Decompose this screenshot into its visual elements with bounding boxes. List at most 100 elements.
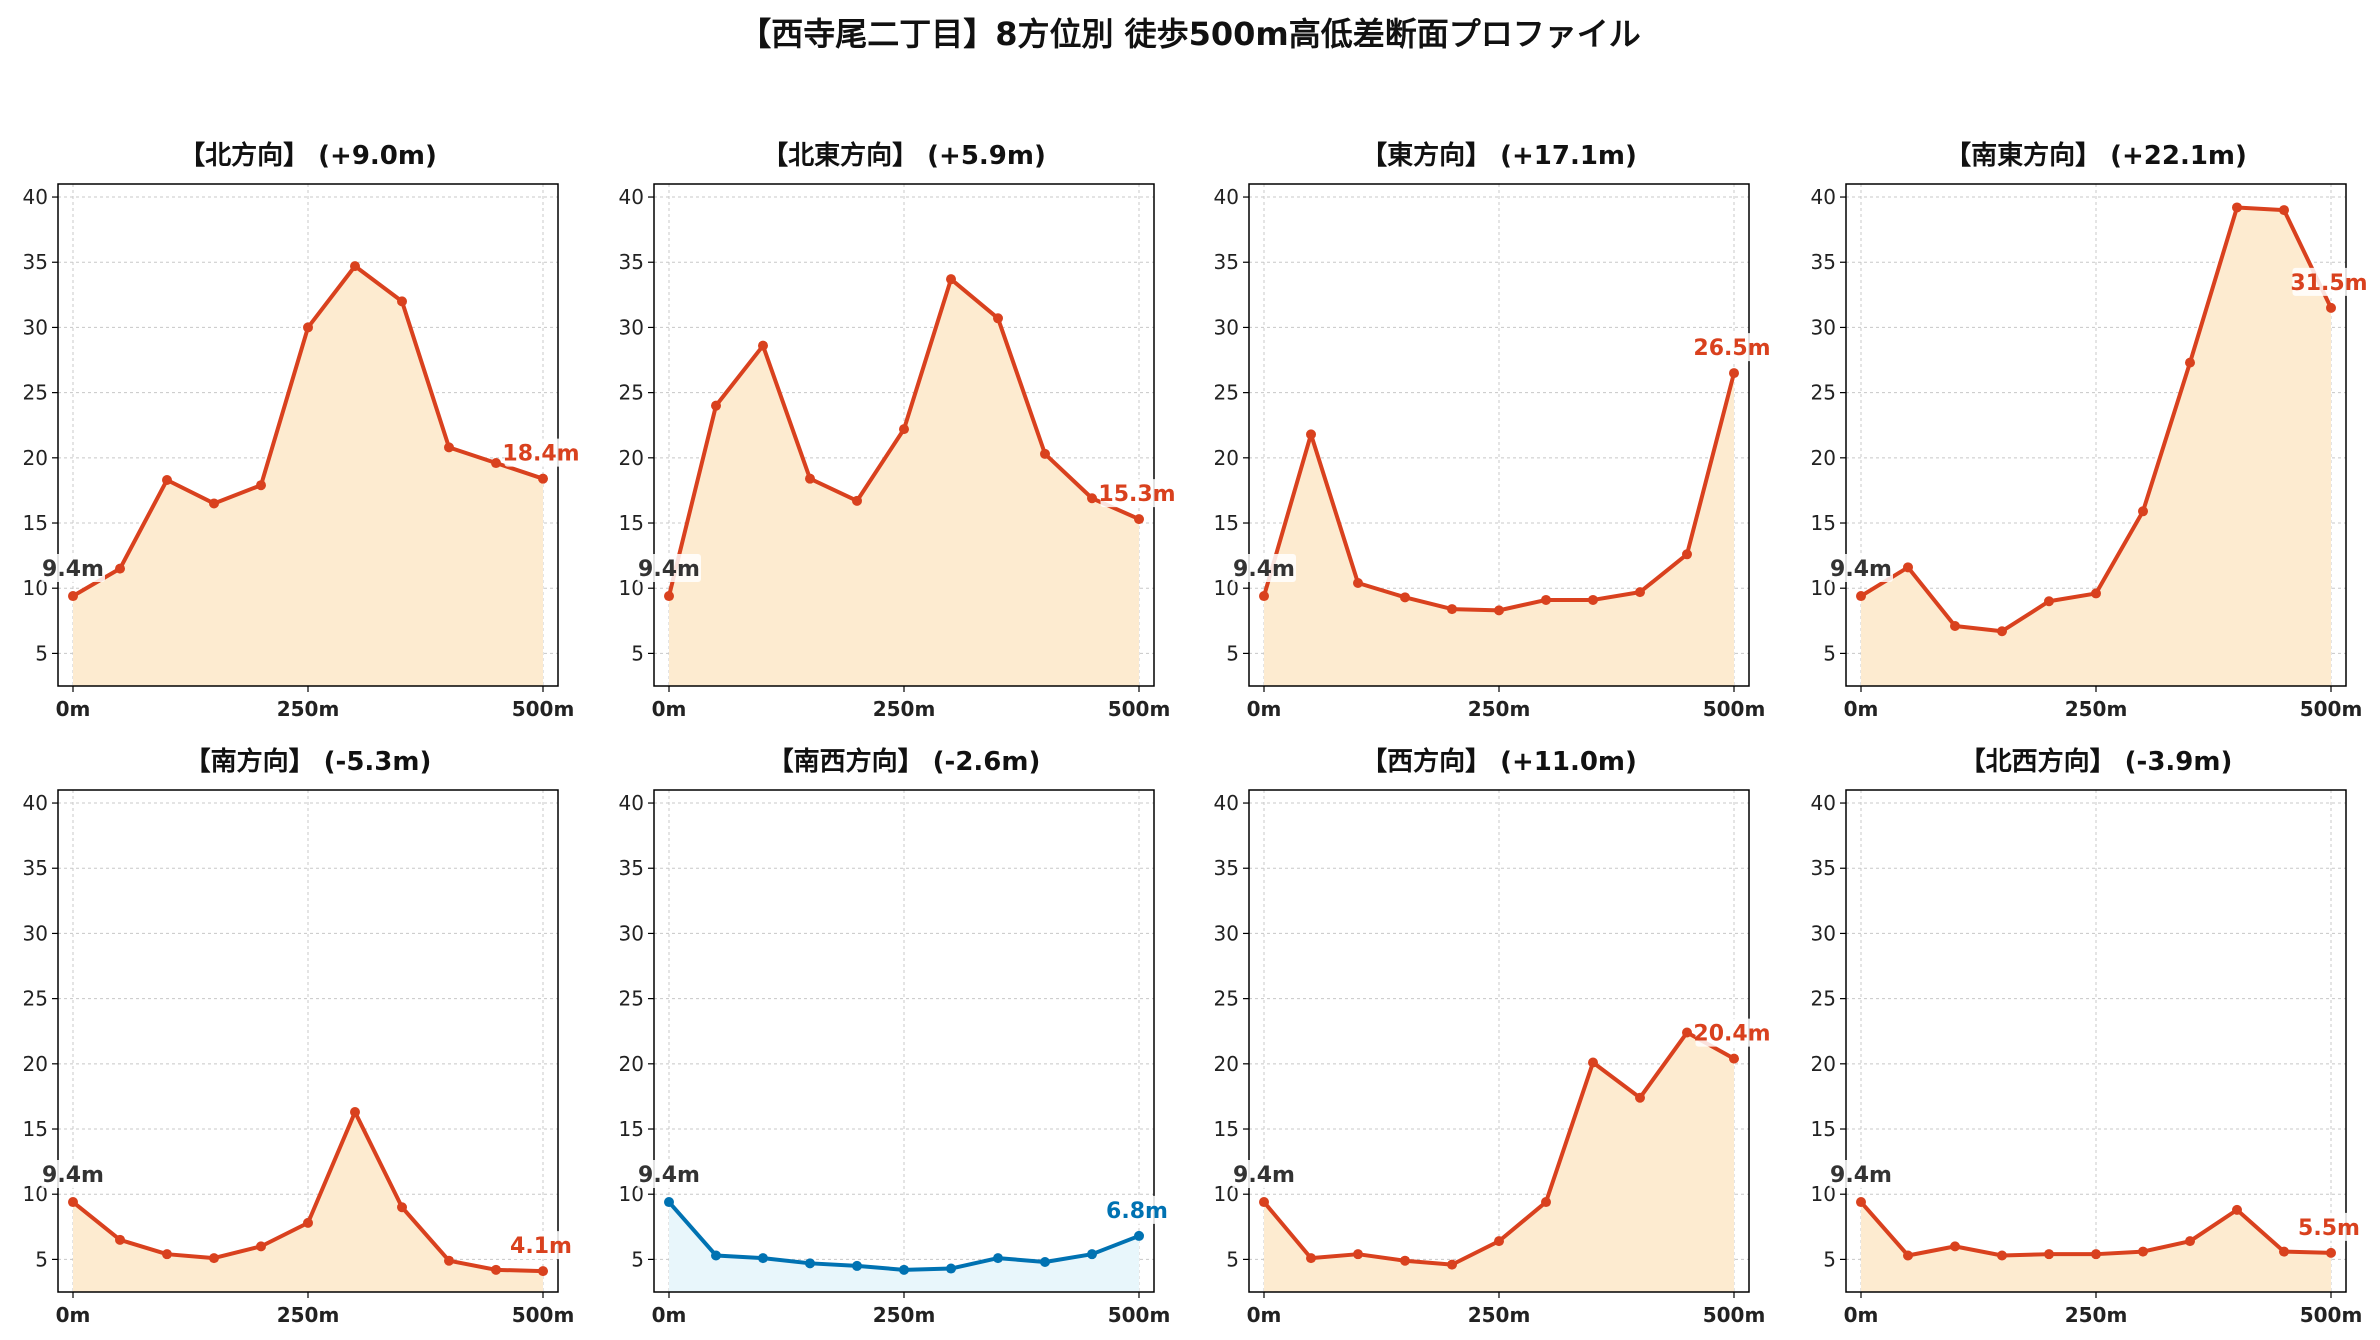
x-tick-label: 250m [1468,1303,1531,1327]
y-tick-label: 20 [1214,1052,1239,1076]
data-point [2279,1246,2289,1257]
y-tick-label: 25 [1214,381,1239,405]
y-tick-label: 5 [1823,641,1836,665]
start-label: 9.4m [1830,1163,1892,1188]
y-tick-label: 5 [631,641,644,665]
data-point [899,1264,909,1275]
end-label-bg [1100,479,1174,508]
x-tick-label: 500m [1703,697,1766,721]
y-tick-label: 30 [23,315,48,339]
y-tick-label: 40 [1214,185,1239,209]
data-point [1729,1053,1739,1064]
start-label-bg [637,1160,701,1189]
y-tick-label: 35 [23,250,48,274]
start-label-bg [1829,554,1893,583]
y-tick-label: 30 [1214,315,1239,339]
y-tick-label: 30 [1811,921,1836,945]
panel-title: 【西方向】 (+11.0m) [1361,746,1637,777]
start-label-bg [41,554,105,583]
y-tick-label: 15 [23,1117,48,1141]
data-point [303,1217,313,1228]
data-point [946,1263,956,1274]
x-tick-label: 0m [1844,697,1879,721]
y-tick-label: 30 [1811,315,1836,339]
data-point [2091,588,2101,599]
data-point [115,1234,125,1245]
y-tick-label: 40 [1811,185,1836,209]
x-tick-label: 250m [277,1303,340,1327]
data-point [852,1260,862,1271]
data-point [2326,302,2336,313]
data-point [993,313,1003,324]
data-point [68,591,78,602]
data-point [1950,1241,1960,1252]
data-point [444,1255,454,1266]
x-tick-label: 500m [1703,1303,1766,1327]
end-label-bg [2299,1212,2359,1241]
y-tick-label: 25 [23,381,48,405]
elevation-area [1264,1032,1734,1292]
data-point [1400,592,1410,603]
y-tick-label: 20 [23,446,48,470]
data-point [2232,1204,2242,1215]
data-point [1306,429,1316,440]
data-point [115,563,125,574]
y-tick-label: 35 [1214,250,1239,274]
y-tick-label: 20 [23,1052,48,1076]
y-tick-label: 40 [1214,791,1239,815]
data-point [1134,514,1144,525]
panel-title: 【南東方向】 (+22.1m) [1945,140,2247,171]
data-point [1306,1253,1316,1264]
start-label-bg [1829,1160,1893,1189]
data-point [538,473,548,484]
y-tick-label: 25 [1811,381,1836,405]
panel-title: 【南西方向】 (-2.6m) [768,746,1041,777]
x-tick-label: 250m [2065,697,2128,721]
x-tick-label: 250m [1468,697,1531,721]
x-tick-label: 0m [652,1303,687,1327]
data-point [899,424,909,435]
start-label-bg [41,1160,105,1189]
data-point [209,1253,219,1264]
y-tick-label: 5 [631,1247,644,1271]
x-tick-label: 0m [1247,1303,1282,1327]
x-tick-label: 250m [873,1303,936,1327]
data-point [1903,1250,1913,1261]
end-label-bg [2292,267,2366,296]
y-tick-label: 30 [619,921,644,945]
data-point [1682,1027,1692,1038]
data-point [1087,1249,1097,1260]
data-point [1541,1197,1551,1208]
elevation-area [73,266,543,686]
data-point [1400,1255,1410,1266]
data-point [397,296,407,307]
data-point [711,400,721,411]
data-point [1259,1197,1269,1208]
data-point [162,474,172,485]
panel-title: 【北方向】 (+9.0m) [179,140,437,171]
x-tick-label: 500m [2300,1303,2363,1327]
data-point [2044,596,2054,607]
start-label: 9.4m [638,1163,700,1188]
y-tick-label: 15 [1214,1117,1239,1141]
x-tick-label: 500m [1108,1303,1171,1327]
x-tick-label: 250m [2065,1303,2128,1327]
elevation-area [73,1112,543,1292]
end-label-bg [1695,333,1769,362]
y-tick-label: 15 [619,1117,644,1141]
y-tick-label: 40 [619,791,644,815]
y-tick-label: 25 [23,987,48,1011]
data-point [350,261,360,272]
end-label: 15.3m [1098,482,1175,507]
y-tick-label: 30 [1214,921,1239,945]
data-point [1588,594,1598,605]
y-tick-label: 20 [619,1052,644,1076]
start-label: 9.4m [42,1163,104,1188]
